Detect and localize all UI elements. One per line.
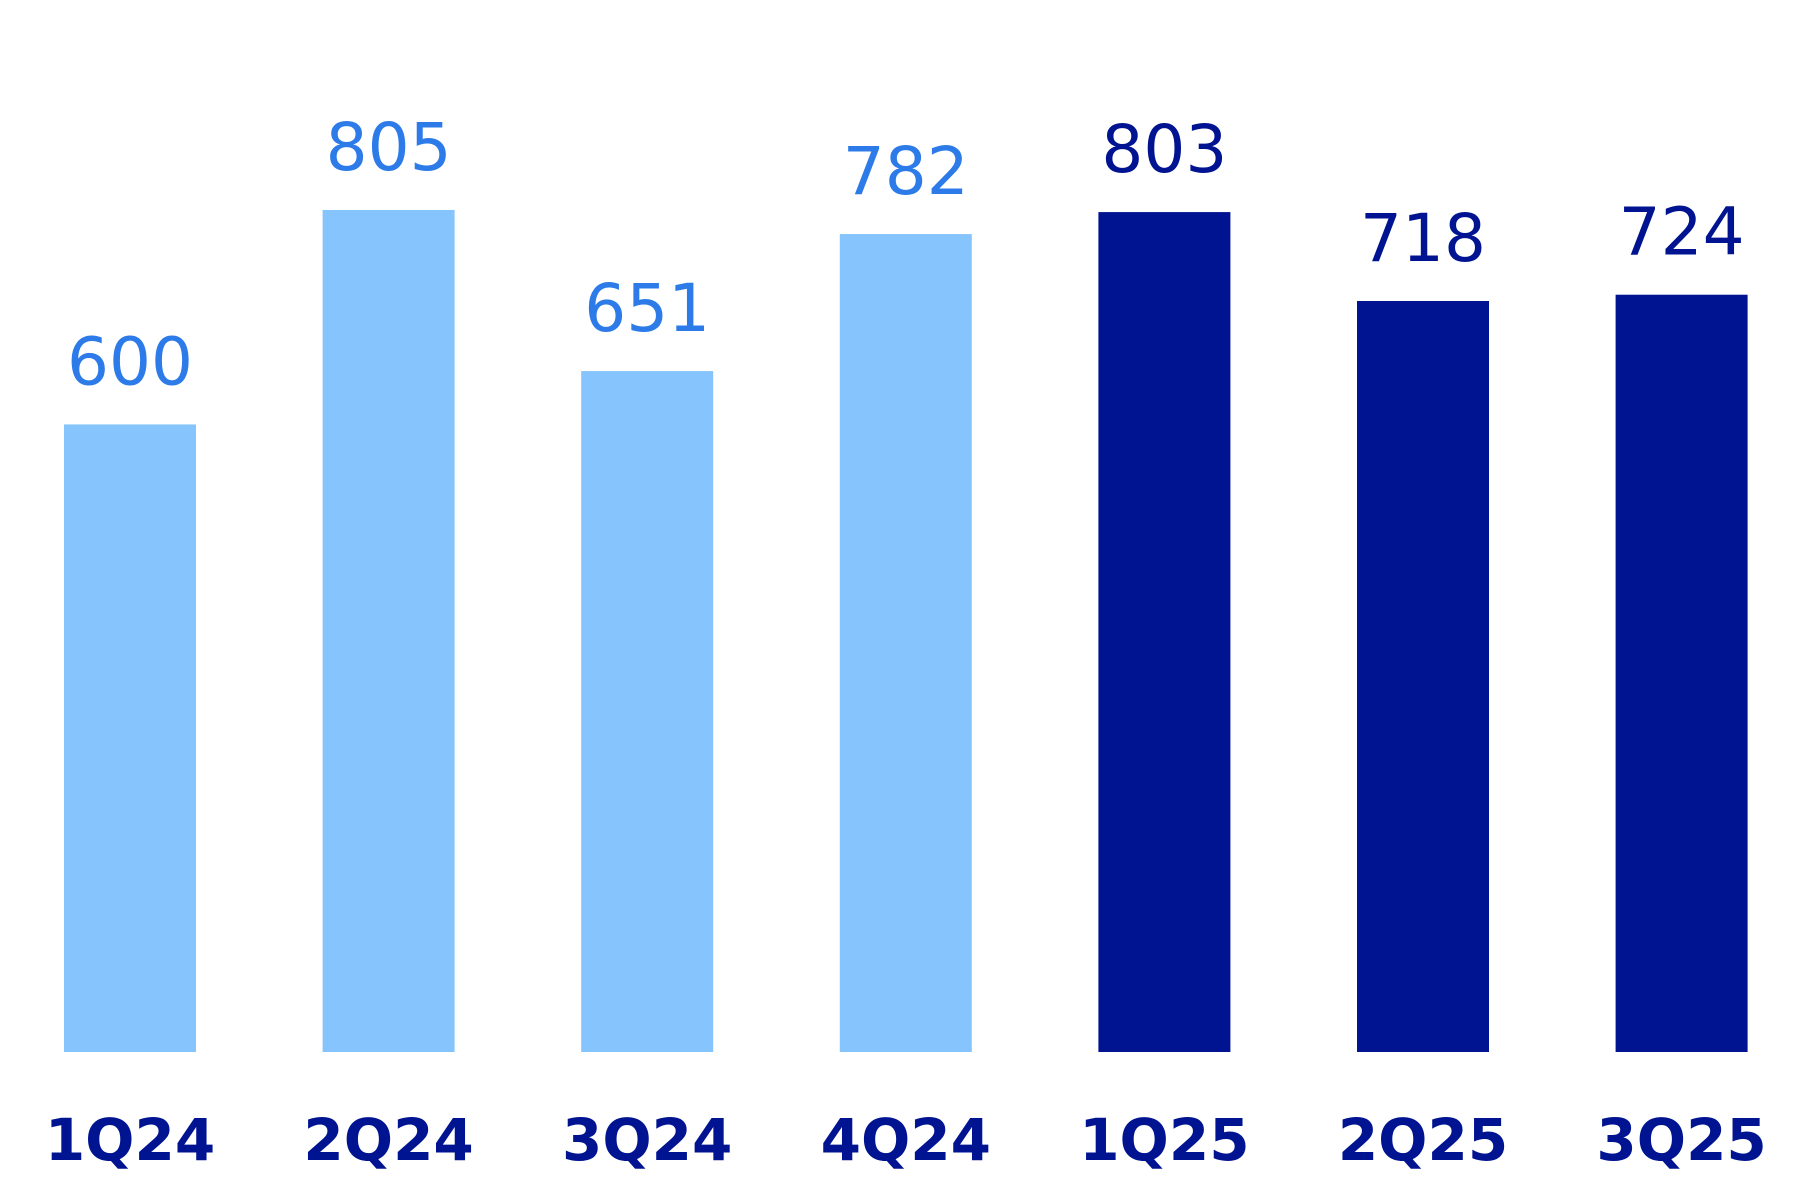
data-label-4Q24: 782 — [843, 133, 969, 210]
bar-4Q24 — [839, 234, 972, 1053]
x-axis-tick-labels: 1Q24 2Q24 3Q24 4Q24 1Q25 2Q25 3Q25 — [45, 1106, 1767, 1174]
x-tick-label-1Q24: 1Q24 — [45, 1106, 215, 1174]
x-tick-label-4Q24: 4Q24 — [821, 1106, 991, 1174]
bar-3Q24 — [581, 371, 714, 1052]
data-label-2Q25: 718 — [1360, 200, 1486, 277]
data-label-2Q24: 805 — [326, 109, 452, 186]
bar-2Q24 — [322, 210, 455, 1052]
x-tick-label-2Q25: 2Q25 — [1338, 1106, 1508, 1174]
bars-group — [64, 210, 1748, 1053]
bar-1Q25 — [1098, 212, 1231, 1052]
x-tick-label-3Q25: 3Q25 — [1596, 1106, 1766, 1174]
bar-2Q25 — [1357, 300, 1489, 1052]
data-label-1Q24: 600 — [67, 323, 193, 400]
x-tick-label-2Q24: 2Q24 — [303, 1106, 473, 1174]
data-label-3Q25: 724 — [1619, 194, 1745, 271]
x-tick-label-3Q24: 3Q24 — [562, 1106, 732, 1174]
data-label-3Q24: 651 — [584, 270, 710, 347]
bar-1Q24 — [64, 424, 196, 1052]
value-labels-group: 600 805 651 782 803 718 724 — [67, 109, 1745, 400]
bar-3Q25 — [1615, 294, 1748, 1052]
x-tick-label-1Q25: 1Q25 — [1079, 1106, 1249, 1174]
data-label-1Q25: 803 — [1101, 111, 1227, 188]
